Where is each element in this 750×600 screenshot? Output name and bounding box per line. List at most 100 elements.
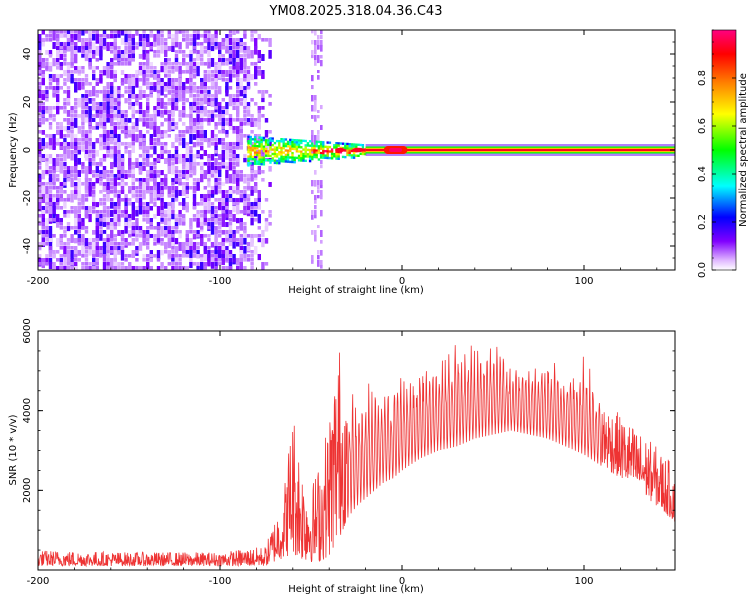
noise-cell bbox=[74, 226, 78, 230]
noise-cell bbox=[66, 110, 71, 117]
noise-cell bbox=[117, 230, 121, 236]
onset-cell bbox=[300, 150, 303, 153]
noise-cell bbox=[239, 70, 243, 74]
noise-cell bbox=[88, 90, 92, 97]
noise-cell bbox=[232, 190, 236, 194]
noise-cell bbox=[138, 230, 143, 234]
noise-cell bbox=[120, 154, 125, 162]
noise-cell bbox=[160, 34, 164, 38]
noise-cell bbox=[153, 190, 157, 198]
onset-cell bbox=[282, 155, 285, 159]
noise-cell bbox=[178, 42, 182, 50]
noise-cell bbox=[128, 106, 132, 110]
noise-cell bbox=[239, 58, 243, 67]
noise-cell bbox=[174, 62, 179, 66]
noise-cell bbox=[225, 78, 229, 82]
noise-cell bbox=[146, 174, 150, 178]
noise-cell bbox=[45, 154, 49, 162]
noise-cell bbox=[56, 218, 60, 224]
noise-cell bbox=[214, 86, 218, 90]
noise-cell bbox=[135, 102, 139, 106]
noise-band-cell bbox=[317, 55, 320, 62]
onset-cell bbox=[293, 161, 296, 164]
onset-cell bbox=[273, 148, 277, 151]
noise-cell bbox=[113, 258, 117, 262]
noise-cell bbox=[117, 98, 121, 102]
noise-cell bbox=[203, 130, 207, 139]
noise-cell bbox=[236, 78, 240, 82]
noise-band-cell bbox=[320, 185, 323, 189]
noise-cell bbox=[138, 110, 143, 115]
noise-cell bbox=[214, 238, 218, 248]
noise-cell bbox=[239, 190, 243, 194]
snr-xtick-label: 100 bbox=[574, 576, 593, 587]
noise-cell bbox=[113, 142, 117, 146]
noise-cell bbox=[59, 190, 63, 194]
noise-band-cell bbox=[320, 160, 323, 165]
noise-cell bbox=[160, 170, 164, 176]
noise-cell bbox=[70, 106, 74, 111]
noise-cell bbox=[192, 182, 197, 186]
noise-cell bbox=[178, 110, 182, 117]
noise-cell bbox=[207, 166, 211, 176]
onset-cell bbox=[258, 154, 261, 157]
noise-cell bbox=[218, 222, 222, 226]
onset-cell bbox=[328, 141, 332, 144]
onset-cell bbox=[273, 155, 277, 158]
noise-cell bbox=[164, 202, 168, 209]
noise-cell bbox=[239, 54, 243, 58]
onset-cell bbox=[251, 138, 255, 141]
noise-cell bbox=[56, 38, 60, 42]
noise-cell bbox=[92, 202, 96, 207]
noise-cell bbox=[113, 242, 117, 246]
noise-cell bbox=[135, 190, 139, 194]
noise-cell bbox=[128, 58, 132, 62]
onset-cell bbox=[302, 152, 305, 156]
noise-cell bbox=[95, 178, 99, 184]
noise-cell bbox=[214, 170, 218, 174]
noise-cell bbox=[95, 122, 99, 127]
noise-cell bbox=[246, 258, 251, 262]
noise-cell bbox=[210, 142, 215, 146]
noise-cell bbox=[218, 130, 222, 134]
noise-cell bbox=[192, 206, 197, 210]
noise-cell bbox=[225, 62, 229, 66]
noise-cell bbox=[182, 130, 186, 134]
noise-cell bbox=[214, 98, 218, 105]
noise-cell bbox=[124, 170, 128, 174]
noise-cell bbox=[153, 146, 157, 155]
noise-cell bbox=[203, 222, 207, 226]
noise-cell bbox=[218, 226, 222, 230]
noise-cell bbox=[164, 38, 168, 42]
noise-cell bbox=[200, 126, 204, 130]
noise-cell bbox=[257, 122, 261, 130]
onset-cell bbox=[280, 155, 283, 158]
noise-cell bbox=[178, 78, 182, 83]
noise-cell bbox=[131, 134, 135, 142]
onset-cell bbox=[346, 142, 349, 146]
noise-cell bbox=[189, 50, 193, 58]
noise-cell bbox=[113, 46, 117, 50]
noise-cell bbox=[156, 170, 161, 174]
noise-cell bbox=[74, 70, 78, 74]
noise-band-cell bbox=[314, 140, 317, 145]
onset-cell bbox=[339, 142, 343, 145]
noise-cell bbox=[74, 66, 78, 72]
noise-cell bbox=[182, 134, 186, 138]
noise-cell bbox=[243, 174, 247, 178]
onset-cell bbox=[335, 150, 338, 154]
noise-cell bbox=[138, 102, 143, 110]
noise-cell bbox=[38, 78, 42, 85]
noise-cell bbox=[77, 170, 81, 177]
noise-cell bbox=[250, 38, 254, 42]
noise-cell bbox=[81, 162, 85, 168]
noise-cell bbox=[182, 90, 186, 99]
onset-cell bbox=[308, 155, 312, 158]
noise-cell bbox=[146, 130, 150, 134]
noise-cell bbox=[106, 254, 110, 261]
noise-cell bbox=[236, 126, 240, 136]
noise-cell bbox=[246, 202, 251, 207]
noise-cell bbox=[200, 218, 204, 226]
onset-cell bbox=[324, 156, 327, 159]
noise-cell bbox=[92, 238, 96, 243]
